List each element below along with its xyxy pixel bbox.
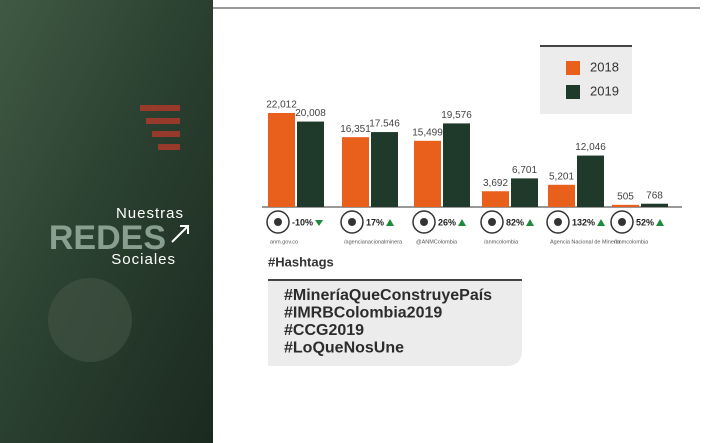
platform-icon-dot xyxy=(274,218,282,226)
growth-label: 82% xyxy=(506,217,524,227)
platform-icon xyxy=(610,210,634,234)
legend-label: 2019 xyxy=(590,83,619,98)
bar xyxy=(268,113,295,207)
bar xyxy=(612,204,639,207)
bar xyxy=(482,191,509,207)
value-label: 12,046 xyxy=(575,142,606,153)
platform-icon-dot xyxy=(488,218,496,226)
value-label: 17.546 xyxy=(369,119,400,130)
value-label: 5,201 xyxy=(549,171,574,182)
legend-label: 2018 xyxy=(590,59,619,74)
value-label: 768 xyxy=(646,190,663,201)
hashtag-heading: #Hashtags xyxy=(268,254,334,269)
bar xyxy=(297,121,324,207)
bar xyxy=(443,123,470,207)
hashtag: #CCG2019 xyxy=(284,322,364,339)
decor xyxy=(140,105,180,111)
hashtag: #IMRBColombia2019 xyxy=(284,305,442,322)
hashtag: #LoQueNosUne xyxy=(284,340,404,357)
growth-label: -10% xyxy=(292,217,313,227)
growth-label: 17% xyxy=(366,217,384,227)
value-label: 20,008 xyxy=(295,108,326,119)
category-label: /anmcolombia xyxy=(484,239,519,245)
bar xyxy=(511,178,538,207)
growth-label: 26% xyxy=(438,217,456,227)
growth-arrow xyxy=(597,219,606,226)
category-label: anm.gov.co xyxy=(270,239,298,245)
legend-box xyxy=(540,46,632,114)
platform-icon xyxy=(412,210,436,234)
platform-icon xyxy=(480,210,504,234)
growth-label: 132% xyxy=(572,217,595,227)
decor xyxy=(48,278,132,362)
platform-icon xyxy=(546,210,570,234)
hashtag-box xyxy=(268,280,522,366)
bar xyxy=(577,155,604,207)
value-label: 3,692 xyxy=(483,178,508,189)
category-label: /anmcolombia xyxy=(614,239,649,245)
bar xyxy=(414,140,441,207)
bar xyxy=(641,203,668,207)
decor xyxy=(152,131,180,137)
platform-icon xyxy=(266,210,290,234)
platform-icon-dot xyxy=(348,218,356,226)
arrow xyxy=(171,225,189,243)
value-label: 6,701 xyxy=(512,165,537,176)
category-label: @ANMColombia xyxy=(416,239,458,245)
legend-swatch xyxy=(566,61,580,75)
value-label: 16,351 xyxy=(340,124,371,135)
bar xyxy=(371,132,398,207)
value-label: 19,576 xyxy=(441,110,472,121)
platform-icon-dot xyxy=(554,218,562,226)
value-label: 505 xyxy=(617,191,634,202)
title-main: REDES xyxy=(49,219,166,257)
hashtag: #MineríaQueConstruyePaís xyxy=(284,287,492,304)
growth-arrow xyxy=(458,219,467,226)
value-label: 22,012 xyxy=(266,100,297,111)
platform-icon-dot xyxy=(618,218,626,226)
growth-label: 52% xyxy=(636,217,654,227)
side-panel xyxy=(0,0,213,443)
decor xyxy=(158,144,180,150)
platform-icon xyxy=(340,210,364,234)
growth-arrow xyxy=(526,219,535,226)
category-label: /agencianacionalminera xyxy=(344,239,403,245)
title-top: Nuestras xyxy=(116,205,184,222)
title-bottom: Sociales xyxy=(111,251,176,268)
category-label: Agencia Nacional de Minería xyxy=(550,239,621,245)
decor xyxy=(146,118,180,124)
growth-arrow xyxy=(656,219,665,226)
growth-arrow xyxy=(315,220,324,226)
value-label: 15,499 xyxy=(412,127,443,138)
legend-swatch xyxy=(566,85,580,99)
platform-icon-dot xyxy=(420,218,428,226)
bar xyxy=(342,137,369,207)
growth-arrow xyxy=(386,219,395,226)
bar xyxy=(548,184,575,207)
